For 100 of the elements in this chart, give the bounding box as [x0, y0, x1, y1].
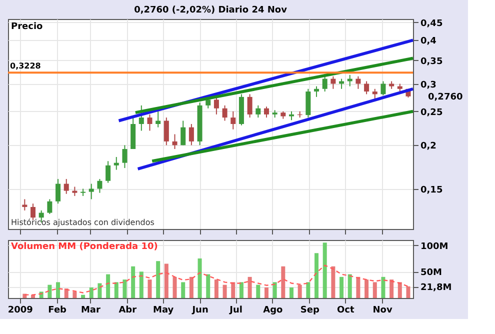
- candlestick: [264, 106, 269, 118]
- x-tick-label: May: [153, 306, 174, 316]
- y-tick-label: 0,25: [420, 108, 443, 118]
- bar: [48, 284, 52, 298]
- bar: [189, 276, 194, 298]
- candlestick: [339, 78, 344, 90]
- bar: [98, 283, 102, 298]
- bar: [131, 266, 136, 298]
- bar: [406, 286, 410, 298]
- y-tick-label: 0,4: [420, 36, 436, 47]
- bar: [322, 242, 327, 298]
- bar: [89, 287, 94, 298]
- bar: [248, 276, 252, 298]
- candlestick: [380, 80, 386, 96]
- bar: [122, 280, 127, 298]
- y-tick-label: 0,15: [420, 185, 443, 196]
- bar: [364, 280, 369, 298]
- candlestick: [314, 86, 320, 98]
- bar: [156, 261, 160, 298]
- bar: [264, 287, 268, 298]
- y-tick-label: 0,35: [420, 56, 443, 67]
- chart-title: 0,2760 (-2,02%) Diario 24 Nov: [134, 5, 288, 16]
- candlestick: [188, 124, 194, 146]
- bar: [106, 274, 110, 298]
- bar: [298, 284, 302, 298]
- y-tick-label: 0,2: [420, 142, 436, 152]
- bar: [231, 282, 236, 298]
- bar: [331, 266, 336, 298]
- bar: [214, 280, 218, 298]
- x-tick-label: Ago: [263, 306, 283, 316]
- bar: [64, 288, 68, 298]
- y-tick-label: 21,8M: [420, 283, 452, 294]
- bar: [239, 282, 244, 298]
- bar: [272, 282, 277, 298]
- annotation: Históricos ajustados con dividendos: [11, 218, 154, 227]
- bar: [340, 276, 344, 298]
- candlestick: [114, 156, 119, 170]
- bar: [390, 280, 394, 298]
- candlestick: [364, 80, 370, 95]
- chart-title: Volumen MM (Ponderada 10): [11, 242, 158, 252]
- x-tick-label: Mar: [80, 306, 101, 316]
- y-axis-title: Precio: [11, 22, 43, 32]
- candlestick: [330, 76, 336, 90]
- x-tick-label: Oct: [336, 306, 355, 316]
- candlestick: [247, 94, 252, 118]
- candlestick: [22, 198, 28, 211]
- x-tick-label: Nov: [372, 306, 392, 316]
- candlestick: [372, 88, 378, 100]
- bar: [181, 282, 186, 298]
- bar: [256, 284, 260, 298]
- x-tick-label: Jul: [228, 306, 242, 316]
- bar: [290, 287, 294, 298]
- candlestick: [147, 114, 152, 132]
- y-tick-label: 50M: [420, 268, 442, 278]
- bar: [381, 276, 386, 298]
- bar: [172, 276, 177, 298]
- bar: [398, 282, 402, 298]
- candlestick: [64, 178, 69, 194]
- line-series: [24, 264, 409, 296]
- candlestick: [230, 110, 236, 130]
- bar: [72, 292, 77, 298]
- candlestick: [56, 178, 61, 204]
- x-tick-label: 2009: [8, 306, 33, 316]
- bar: [314, 253, 319, 298]
- candlestick: [97, 178, 102, 194]
- candlestick: [180, 120, 186, 146]
- bar: [222, 284, 227, 298]
- bar: [139, 272, 144, 298]
- bar: [198, 258, 202, 298]
- candlestick: [156, 110, 161, 128]
- x-tick-label: Feb: [48, 306, 68, 316]
- candlestick: [214, 96, 219, 115]
- bar: [281, 266, 286, 298]
- y-tick-label: 0,45: [420, 18, 443, 29]
- candlestick: [88, 183, 94, 200]
- bar: [164, 264, 168, 298]
- bar: [81, 294, 86, 298]
- candlestick: [356, 76, 361, 90]
- bar: [114, 282, 118, 298]
- ref-line-label: 0,3228: [10, 62, 42, 71]
- bar: [372, 282, 377, 298]
- candlestick: [164, 117, 169, 146]
- candlestick: [172, 134, 178, 150]
- candlestick: [306, 88, 311, 118]
- candlestick: [47, 198, 52, 214]
- candlestick: [72, 186, 78, 196]
- candlestick: [122, 144, 128, 169]
- x-tick-label: Sep: [300, 306, 320, 316]
- candlestick: [106, 160, 111, 184]
- x-tick-label: Abr: [118, 306, 138, 316]
- x-tick-label: Jun: [191, 306, 208, 316]
- candlestick: [222, 104, 228, 122]
- bar: [306, 282, 310, 298]
- y-tick-label: 100M: [420, 242, 448, 252]
- y-tick-label: 0,3: [420, 80, 436, 90]
- bar: [348, 274, 352, 298]
- bar: [56, 282, 60, 298]
- bar: [206, 274, 210, 298]
- candlestick: [256, 104, 261, 118]
- bar: [148, 280, 152, 298]
